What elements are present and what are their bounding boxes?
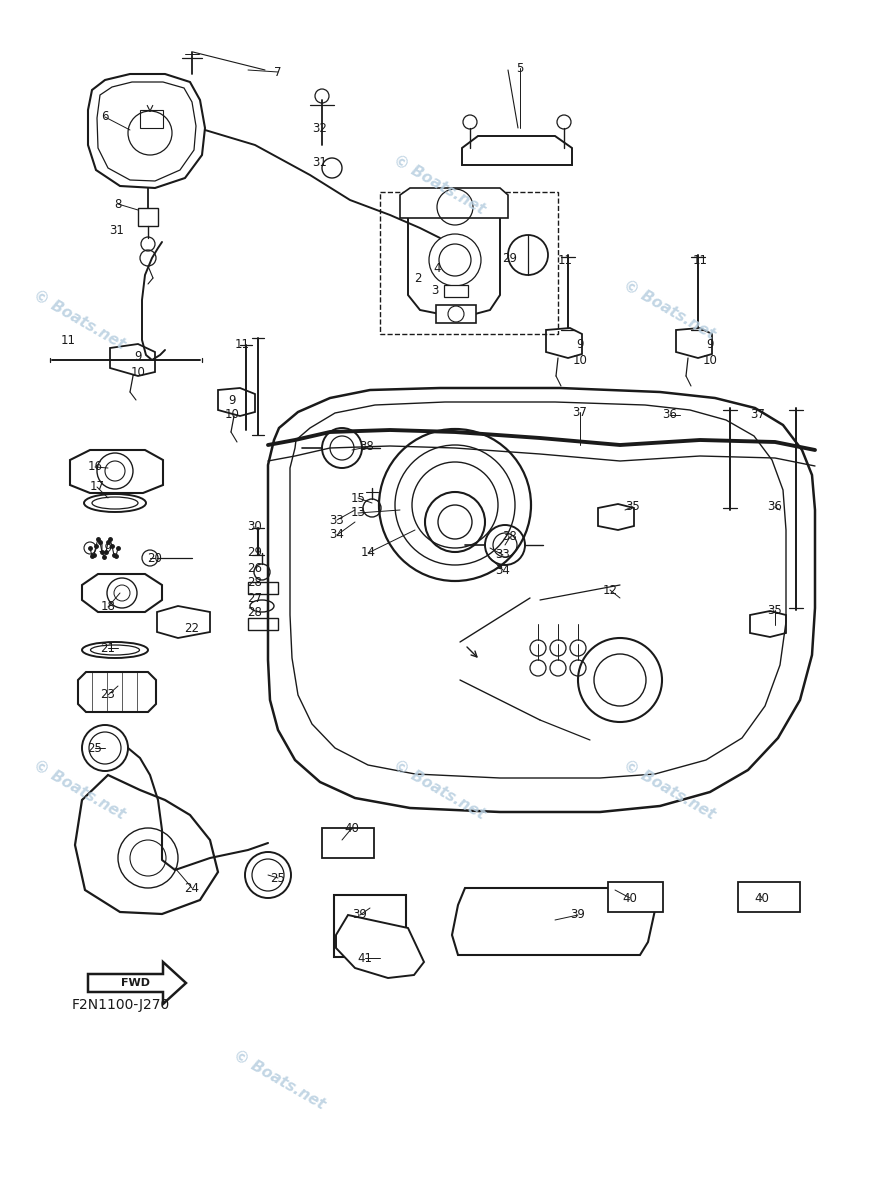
Text: 34: 34 — [329, 528, 344, 541]
Text: © Boats.net: © Boats.net — [390, 757, 488, 822]
Text: 10: 10 — [130, 366, 145, 379]
Text: 38: 38 — [360, 440, 375, 454]
Text: 21: 21 — [101, 642, 116, 654]
Text: 31: 31 — [313, 156, 328, 168]
Text: 8: 8 — [115, 198, 122, 210]
Text: 11: 11 — [61, 334, 76, 347]
Text: 9: 9 — [576, 338, 584, 352]
Text: 31: 31 — [109, 223, 124, 236]
Text: 33: 33 — [495, 548, 510, 562]
Text: 27: 27 — [248, 592, 262, 605]
Polygon shape — [400, 188, 508, 218]
Polygon shape — [408, 205, 500, 318]
Text: 19: 19 — [97, 541, 112, 554]
Text: 39: 39 — [571, 908, 586, 922]
Text: F2N1100-J270: F2N1100-J270 — [72, 998, 170, 1012]
Text: 40: 40 — [345, 822, 360, 834]
FancyBboxPatch shape — [738, 882, 800, 912]
Text: 9: 9 — [229, 394, 235, 407]
Text: 6: 6 — [102, 110, 109, 124]
Text: 4: 4 — [434, 262, 441, 275]
Text: 11: 11 — [693, 253, 707, 266]
Text: 17: 17 — [90, 480, 104, 493]
Text: © Boats.net: © Boats.net — [30, 288, 127, 353]
Text: 16: 16 — [88, 461, 103, 474]
Text: 26: 26 — [248, 562, 262, 575]
Text: 9: 9 — [134, 350, 142, 364]
Text: 37: 37 — [751, 408, 766, 421]
Polygon shape — [452, 888, 655, 955]
Text: © Boats.net: © Boats.net — [620, 277, 717, 342]
Text: 10: 10 — [702, 354, 718, 366]
Text: 14: 14 — [361, 546, 375, 559]
Polygon shape — [88, 962, 186, 1004]
Text: 25: 25 — [270, 871, 285, 884]
Text: 11: 11 — [235, 338, 249, 352]
Text: 40: 40 — [622, 892, 638, 905]
Text: 38: 38 — [502, 530, 517, 544]
Text: 13: 13 — [350, 506, 366, 520]
Text: 35: 35 — [767, 604, 782, 617]
Text: 29: 29 — [248, 546, 262, 559]
Text: 40: 40 — [754, 892, 769, 905]
Text: 23: 23 — [101, 689, 116, 702]
Text: 7: 7 — [275, 66, 282, 78]
Text: 36: 36 — [662, 408, 678, 421]
Text: 11: 11 — [558, 253, 573, 266]
Text: FWD: FWD — [122, 978, 150, 988]
Text: 10: 10 — [573, 354, 587, 366]
FancyBboxPatch shape — [608, 882, 663, 912]
Text: 28: 28 — [248, 606, 262, 619]
Polygon shape — [336, 914, 424, 978]
Text: 25: 25 — [88, 742, 103, 755]
Text: 24: 24 — [184, 882, 200, 894]
Text: 22: 22 — [184, 622, 200, 635]
Text: 3: 3 — [431, 283, 439, 296]
Text: 12: 12 — [602, 583, 618, 596]
Text: 28: 28 — [248, 576, 262, 589]
Text: 34: 34 — [495, 564, 510, 576]
Text: 18: 18 — [101, 600, 116, 613]
Text: 29: 29 — [502, 252, 518, 264]
Text: © Boats.net: © Boats.net — [390, 152, 488, 217]
Text: 32: 32 — [313, 121, 328, 134]
Text: 35: 35 — [626, 500, 640, 514]
FancyBboxPatch shape — [436, 305, 476, 323]
FancyBboxPatch shape — [444, 284, 468, 296]
Text: 2: 2 — [415, 271, 421, 284]
Text: 36: 36 — [767, 500, 782, 514]
FancyBboxPatch shape — [322, 828, 374, 858]
Text: 15: 15 — [350, 492, 366, 504]
Text: 9: 9 — [706, 338, 713, 352]
Text: 30: 30 — [248, 521, 262, 534]
Text: © Boats.net: © Boats.net — [30, 757, 127, 822]
Text: © Boats.net: © Boats.net — [620, 757, 717, 822]
Text: © Boats.net: © Boats.net — [230, 1048, 327, 1112]
Text: 20: 20 — [148, 552, 163, 564]
Text: 33: 33 — [329, 514, 344, 527]
Text: 5: 5 — [516, 61, 524, 74]
Text: 37: 37 — [573, 406, 587, 419]
FancyBboxPatch shape — [334, 895, 406, 958]
Text: 41: 41 — [357, 952, 373, 965]
Text: 10: 10 — [224, 408, 240, 421]
Text: 39: 39 — [353, 908, 368, 922]
